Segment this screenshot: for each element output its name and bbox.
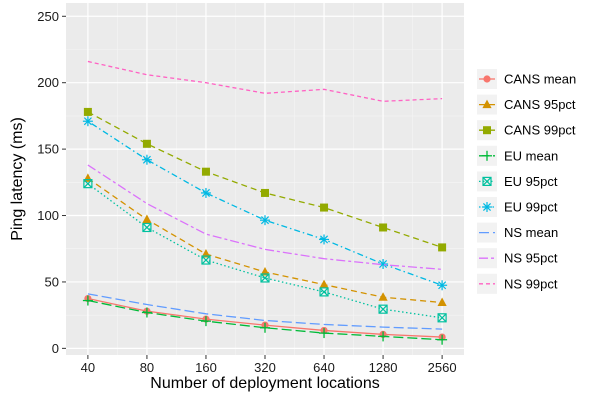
marker-asterisk	[200, 187, 211, 198]
marker-asterisk	[319, 234, 330, 245]
x-axis: 40 80 160 320 640 1280 2560	[81, 355, 457, 375]
legend-label: CANS mean	[504, 72, 576, 87]
legend: CANS mean CANS 95pct CANS 99pct EU mean EU 9…	[477, 69, 576, 294]
marker-box-x	[482, 176, 492, 186]
legend-item-cans-99pct: CANS 99pct	[477, 120, 576, 141]
marker-plus	[260, 322, 270, 333]
marker-box-x	[437, 313, 447, 323]
marker-asterisk	[260, 215, 270, 226]
marker-box-x	[378, 304, 388, 314]
y-tick-label: 200	[37, 75, 59, 90]
marker-triangle	[142, 214, 152, 224]
marker-plus	[437, 334, 448, 345]
legend-label: NS mean	[504, 225, 558, 240]
marker-square	[142, 139, 151, 148]
series-line-ns-mean	[87, 293, 443, 330]
x-axis-title: Number of deployment locations	[150, 375, 379, 392]
marker-square	[438, 243, 447, 252]
legend-label: EU 95pct	[504, 174, 558, 189]
marker-square	[201, 167, 210, 176]
marker-plus	[482, 150, 492, 161]
legend-label: CANS 95pct	[504, 97, 576, 112]
marker-square	[261, 188, 269, 197]
legend-label: NS 99pct	[504, 276, 558, 291]
marker-square	[83, 107, 92, 116]
marker-plus	[82, 295, 93, 306]
marker-asterisk	[82, 116, 93, 127]
marker-plus	[141, 307, 152, 318]
x-tick-label: 320	[254, 360, 276, 375]
legend-item-ns-99pct: NS 99pct	[477, 273, 558, 294]
marker-circle	[483, 75, 491, 83]
series-eu-95pct	[83, 179, 447, 323]
legend-label: NS 95pct	[504, 251, 558, 266]
y-tick-label: 150	[37, 142, 59, 157]
legend-label: CANS 99pct	[504, 123, 576, 138]
marker-square	[320, 203, 329, 212]
legend-item-eu-mean: EU mean	[477, 145, 558, 166]
marker-triangle	[319, 279, 329, 289]
series-layer	[82, 60, 448, 345]
legend-item-cans-95pct: CANS 95pct	[477, 94, 576, 115]
marker-box-x	[142, 222, 152, 233]
x-tick-label: 40	[81, 360, 95, 375]
y-tick-label: 50	[45, 274, 59, 289]
y-tick-label: 0	[52, 341, 59, 356]
marker-square	[483, 126, 491, 135]
marker-triangle	[378, 292, 388, 301]
y-axis-title: Ping latency (ms)	[9, 117, 26, 241]
legend-item-eu-95pct: EU 95pct	[477, 171, 558, 192]
marker-triangle	[482, 99, 492, 109]
x-tick-label: 2560	[428, 360, 457, 375]
x-tick-label: 80	[140, 360, 154, 375]
marker-box-x	[201, 255, 211, 265]
legend-label: EU 99pct	[504, 200, 558, 215]
y-tick-label: 250	[37, 9, 59, 24]
legend-item-ns-mean: NS mean	[477, 222, 558, 243]
marker-plus	[319, 328, 330, 339]
legend-item-ns-95pct: NS 95pct	[477, 248, 558, 269]
marker-box-x	[260, 273, 270, 283]
series-cans-99pct	[83, 107, 447, 252]
marker-asterisk	[141, 154, 152, 165]
series-eu-mean	[82, 295, 448, 345]
x-tick-label: 1280	[369, 360, 398, 375]
legend-label: EU mean	[504, 148, 558, 163]
marker-box-x	[319, 287, 329, 297]
marker-square	[379, 223, 388, 232]
series-ns-mean	[87, 293, 443, 330]
marker-box-x	[83, 179, 93, 189]
x-tick-label: 160	[195, 360, 217, 375]
y-axis: 0 50 100 150 200 250	[37, 9, 66, 356]
legend-item-cans-mean: CANS mean	[477, 69, 576, 89]
marker-asterisk	[437, 280, 448, 291]
marker-triangle	[260, 266, 270, 276]
x-tick-label: 640	[313, 360, 335, 375]
y-tick-label: 100	[37, 208, 59, 223]
marker-asterisk	[482, 202, 492, 212]
marker-triangle	[437, 297, 447, 307]
marker-triangle	[201, 249, 211, 258]
marker-plus	[200, 316, 211, 327]
marker-plus	[378, 331, 389, 342]
legend-item-eu-99pct: EU 99pct	[477, 197, 558, 217]
